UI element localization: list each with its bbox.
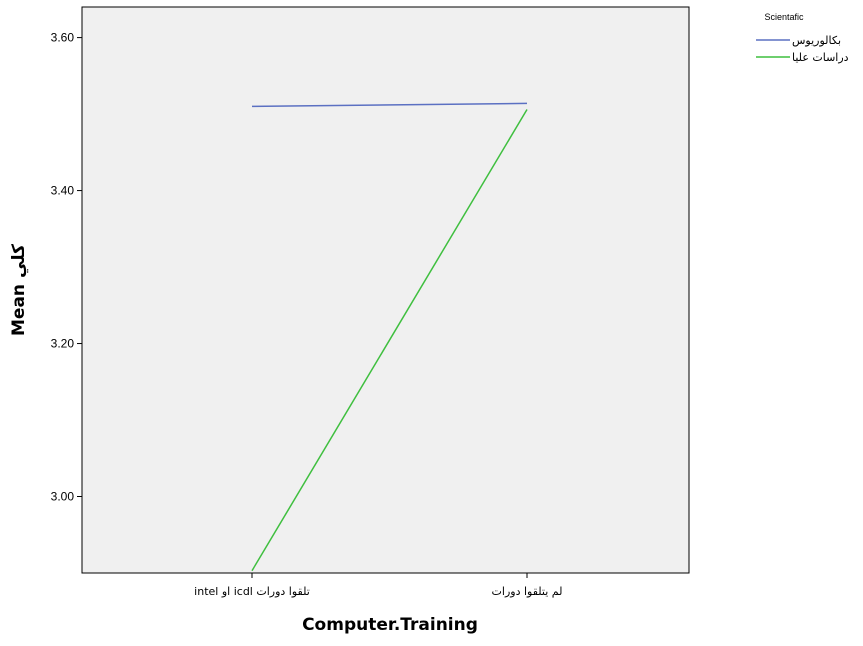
y-tick-label: 3.60: [51, 31, 75, 45]
y-tick-label: 3.40: [51, 184, 75, 198]
y-tick-label: 3.00: [51, 490, 75, 504]
legend-title: Scientafic: [764, 12, 804, 22]
series-line-2: [251, 109, 528, 572]
legend: Scientafic بكالوريوس دراسات عليا: [756, 12, 849, 64]
y-tick-label: 3.20: [51, 337, 75, 351]
series-lines: [251, 102, 528, 572]
y-axis: 3.00 3.20 3.40 3.60: [51, 31, 82, 504]
y-axis-title: Mean كلي: [9, 244, 29, 336]
plot-area: [81, 6, 690, 574]
x-tick-label: لم يتلقوا دورات: [492, 585, 563, 598]
x-axis-title: Computer.Training: [302, 615, 478, 635]
legend-label: بكالوريوس: [792, 34, 841, 47]
x-axis: تلقوا دورات icdl او intel لم يتلقوا دورات: [194, 573, 562, 598]
x-tick-label: تلقوا دورات icdl او intel: [194, 585, 310, 598]
legend-label: دراسات عليا: [792, 51, 849, 64]
series-line-1: [251, 102, 528, 108]
